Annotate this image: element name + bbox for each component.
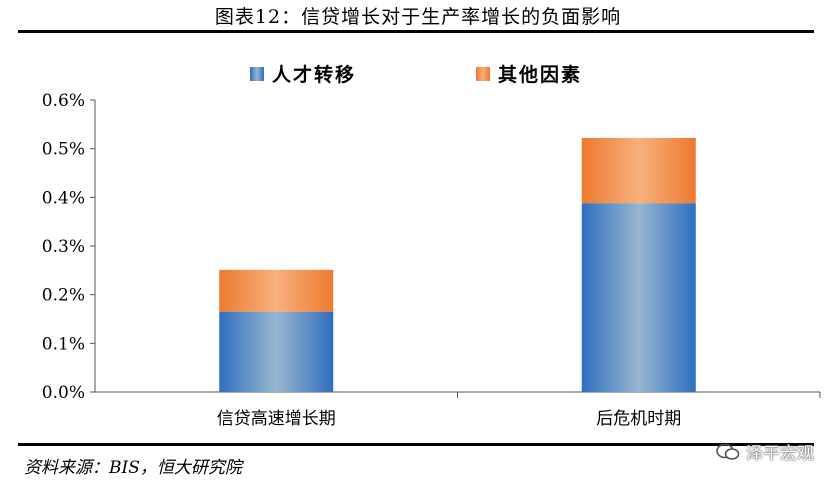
- source-note: 资料来源：BIS，恒大研究院: [24, 458, 242, 478]
- title-rule: [18, 30, 814, 33]
- y-tick-label: 0.5%: [42, 140, 85, 160]
- y-tick-label: 0.1%: [42, 334, 85, 354]
- y-tick-label: 0.0%: [42, 383, 85, 403]
- x-category-label: 信贷高速增长期: [217, 409, 336, 429]
- bar-segment-series2-1: [581, 137, 696, 204]
- watermark-text: 泽平宏观: [746, 444, 814, 464]
- source-rule: [18, 443, 814, 446]
- bar-segment-series1-0: [219, 311, 334, 392]
- y-tick-label: 0.2%: [42, 286, 85, 306]
- legend: 人才转移 其他因素: [250, 60, 582, 87]
- watermark: 泽平宏观: [716, 439, 814, 464]
- legend-swatch-series1: [250, 66, 264, 81]
- y-tick-label: 0.4%: [42, 188, 85, 208]
- legend-item-series2: 其他因素: [476, 60, 582, 87]
- legend-label-series2: 其他因素: [498, 64, 583, 86]
- legend-swatch-series2: [476, 66, 491, 81]
- x-category-label: 后危机时期: [596, 409, 681, 429]
- bar-segment-series2-0: [219, 269, 334, 312]
- y-tick-label: 0.3%: [42, 237, 85, 257]
- y-tick-label: 0.6%: [42, 91, 85, 111]
- legend-item-series1: 人才转移: [250, 60, 356, 87]
- legend-label-series1: 人才转移: [272, 64, 357, 86]
- bar-segment-series1-1: [581, 203, 696, 392]
- figure-title: 图表12：信贷增长对于生产率增长的负面影响: [214, 6, 622, 28]
- wechat-icon: [716, 443, 740, 460]
